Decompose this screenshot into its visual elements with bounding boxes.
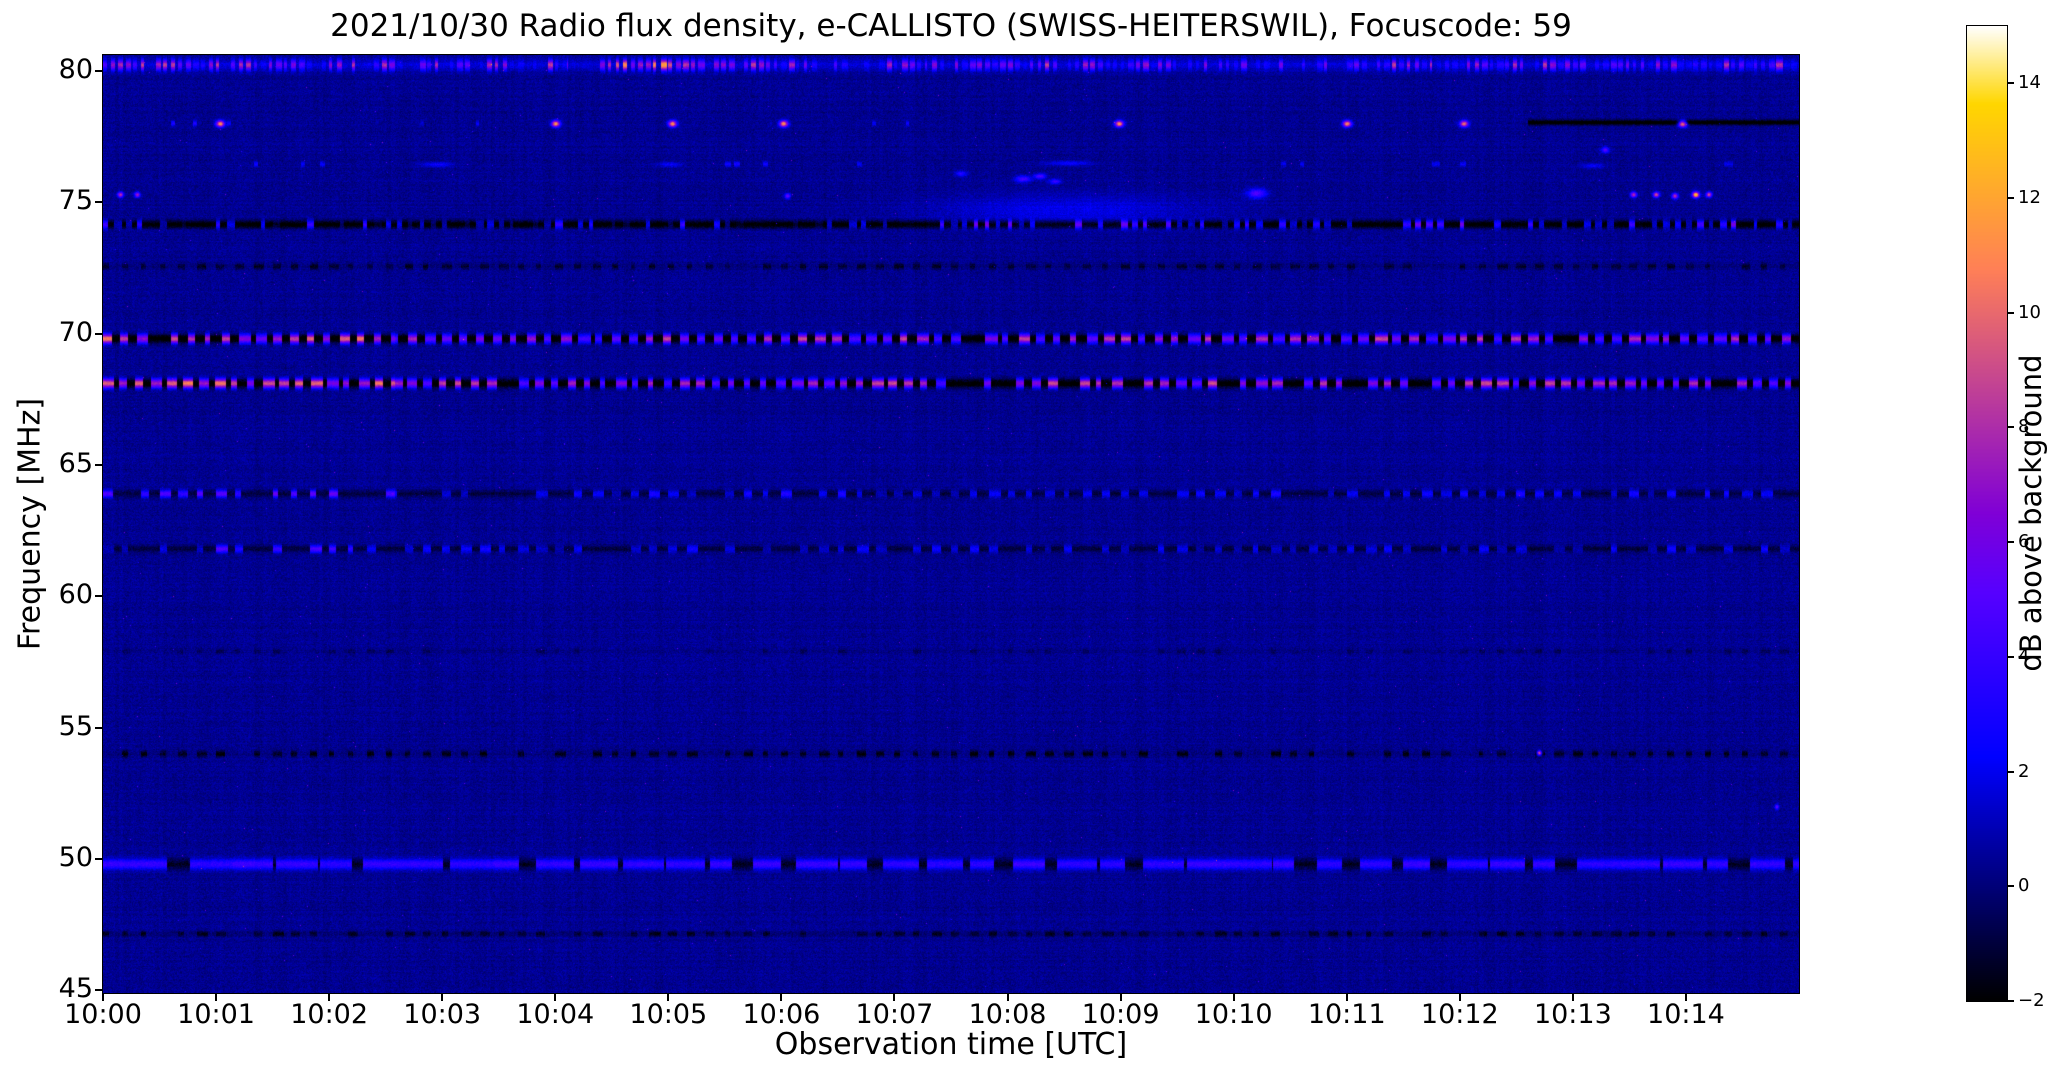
x-tick-label: 10:07 [855,999,934,1030]
x-axis-label: Observation time [UTC] [774,1027,1128,1062]
colorbar-tick-label: 2 [2018,760,2030,782]
x-tick-label: 10:08 [968,999,1047,1030]
y-axis-label: Frequency [MHz] [12,397,48,651]
x-tick-mark [1232,993,1235,1001]
colorbar-canvas [1967,26,2007,1001]
y-tick-mark [95,726,103,729]
y-tick-mark [95,69,103,72]
x-tick-label: 10:04 [516,999,595,1030]
colorbar-tick-mark [2007,541,2014,544]
colorbar-tick-mark [2007,885,2014,888]
colorbar-tick-mark [2007,311,2014,314]
y-tick-label: 70 [58,316,93,348]
x-tick-label: 10:14 [1647,999,1725,1030]
chart-title: 2021/10/30 Radio flux density, e-CALLIST… [330,8,1572,44]
x-tick-mark [893,993,896,1001]
colorbar-tick-label: 14 [2018,72,2041,94]
y-tick-label: 55 [58,710,93,742]
y-tick-label: 75 [58,185,93,217]
x-tick-label: 10:09 [1081,999,1160,1030]
colorbar-tick-mark [2007,426,2014,429]
colorbar-tick-label: 8 [2018,416,2030,438]
plot-area [102,54,1800,994]
x-tick-mark [215,993,218,1001]
y-tick-label: 80 [58,53,93,85]
y-tick-mark [95,201,103,204]
x-tick-label: 10:12 [1420,999,1499,1030]
x-tick-mark [554,993,557,1001]
colorbar-tick-mark [2007,82,2014,85]
colorbar [1966,25,2008,1002]
x-tick-mark [1571,993,1574,1001]
x-tick-mark [1006,993,1009,1001]
colorbar-tick-mark [2007,655,2014,658]
x-tick-mark [1458,993,1461,1001]
colorbar-label: dB above background [2014,354,2047,672]
colorbar-tick-mark [2007,1000,2014,1002]
y-tick-label: 65 [58,447,93,479]
x-tick-mark [1119,993,1122,1001]
y-tick-mark [95,595,103,598]
y-tick-mark [95,989,103,992]
x-tick-mark [441,993,444,1001]
x-tick-mark [1684,993,1687,1001]
y-tick-mark [95,463,103,466]
x-tick-label: 10:01 [177,999,255,1030]
y-tick-label: 50 [58,842,93,873]
x-tick-mark [328,993,331,1001]
colorbar-tick-label: −2 [2018,990,2045,1011]
x-tick-label: 10:06 [742,999,821,1030]
x-tick-mark [1345,993,1348,1001]
colorbar-tick-mark [2007,197,2014,200]
x-tick-label: 10:00 [64,999,142,1030]
colorbar-tick-label: 4 [2018,645,2030,667]
y-tick-mark [95,858,103,860]
x-tick-label: 10:03 [403,999,482,1030]
y-tick-label: 45 [58,973,93,1005]
colorbar-tick-label: 0 [2018,875,2030,897]
x-tick-mark [667,993,670,1001]
y-tick-mark [95,332,103,335]
x-tick-mark [780,993,783,1001]
x-tick-label: 10:13 [1533,999,1612,1030]
colorbar-tick-label: 12 [2018,187,2041,209]
colorbar-tick-label: 6 [2018,531,2030,553]
y-tick-label: 60 [58,579,93,611]
x-tick-label: 10:10 [1194,999,1273,1030]
colorbar-tick-mark [2007,770,2014,773]
x-tick-label: 10:11 [1307,999,1386,1030]
x-tick-label: 10:02 [290,999,369,1030]
x-tick-mark [102,993,104,1001]
spectrogram-canvas [103,55,1799,993]
colorbar-tick-label: 10 [2018,301,2041,323]
x-tick-label: 10:05 [629,999,708,1030]
